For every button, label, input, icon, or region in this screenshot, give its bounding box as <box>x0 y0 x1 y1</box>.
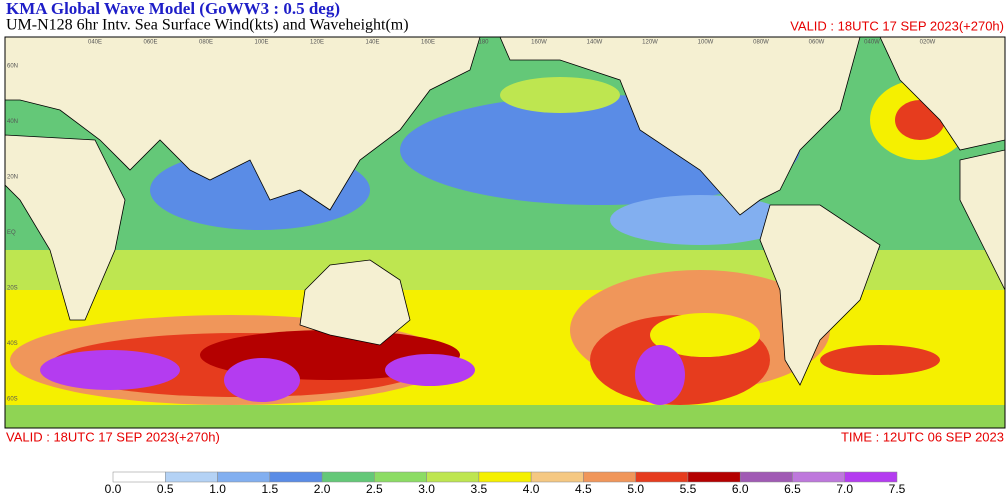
colorbar-label: 6.0 <box>732 482 749 496</box>
color-swatch <box>321 471 375 483</box>
color-swatch <box>478 471 532 483</box>
lon-label: 040E <box>88 40 102 46</box>
lat-label: 20N <box>7 175 18 181</box>
colorbar-label: 6.5 <box>784 482 801 496</box>
color-swatch <box>112 471 166 483</box>
colorbar-label: 0.0 <box>105 482 122 496</box>
lon-label: 060W <box>809 40 825 46</box>
colorbar-label: 1.5 <box>261 482 278 496</box>
lon-label: 180 <box>478 40 489 46</box>
lon-label: 120W <box>642 40 658 46</box>
lon-labels: 040E 060E 080E 100E 120E 140E 160E 180 160W 140W 1… <box>88 40 936 46</box>
lon-label: 100W <box>698 40 714 46</box>
color-swatch <box>687 471 741 483</box>
lat-label: 40N <box>7 119 18 125</box>
color-swatch <box>739 471 793 483</box>
valid-top: VALID : 18UTC 17 SEP 2023(+270h) <box>790 18 1004 33</box>
colorbar: 0.0 0.5 1.0 1.5 2.0 2.5 3.0 3.5 4.0 4.5 5.0 5.5 6.0 6… <box>105 471 906 496</box>
color-swatch <box>530 471 584 483</box>
colorbar-label: 3.5 <box>471 482 488 496</box>
colorbar-label: 4.0 <box>523 482 540 496</box>
lon-label: 160W <box>531 40 547 46</box>
lon-label: 160E <box>421 40 435 46</box>
time: TIME : 12UTC 06 SEP 2023 <box>841 429 1004 444</box>
map: 040E 060E 080E 100E 120E 140E 160E 180 160W 140W 1… <box>4 36 1006 429</box>
color-swatch <box>269 471 323 483</box>
lon-label: 140W <box>587 40 603 46</box>
colorbar-label: 0.5 <box>157 482 174 496</box>
colorbar-label: 5.5 <box>680 482 697 496</box>
colorbar-label: 7.0 <box>836 482 853 496</box>
color-swatch <box>583 471 636 483</box>
subtitle: UM-N128 6hr Intv. Sea Surface Wind(kts) … <box>6 17 409 34</box>
map-frame <box>4 36 1006 429</box>
color-swatch <box>374 471 427 483</box>
colorbar-label: 5.0 <box>627 482 644 496</box>
colorbar-label: 3.0 <box>418 482 435 496</box>
color-swatch <box>792 471 845 483</box>
color-swatch <box>165 471 218 483</box>
lat-label: EQ <box>7 230 16 236</box>
color-swatch <box>217 471 271 483</box>
color-swatch <box>844 471 898 483</box>
lon-label: 140E <box>365 40 379 46</box>
color-swatch <box>426 471 480 483</box>
valid-bottom: VALID : 18UTC 17 SEP 2023(+270h) <box>6 429 220 444</box>
lon-label: 080E <box>199 40 213 46</box>
lat-label: 60S <box>7 397 18 403</box>
lat-label: 20S <box>7 286 18 292</box>
colorbar-label: 1.0 <box>209 482 226 496</box>
lon-label: 120E <box>310 40 324 46</box>
lon-label: 080W <box>753 40 769 46</box>
title: KMA Global Wave Model (GoWW3 : 0.5 deg) <box>6 0 340 18</box>
lat-labels: 60N 40N 20N EQ 20S 40S 60S <box>7 64 18 403</box>
color-swatch <box>635 471 689 483</box>
lat-label: 60N <box>7 64 18 70</box>
colorbar-label: 2.5 <box>366 482 383 496</box>
lat-label: 40S <box>7 341 18 347</box>
lon-label: 060E <box>143 40 157 46</box>
lon-label: 040W <box>864 40 880 46</box>
colorbar-label: 2.0 <box>314 482 331 496</box>
lon-label: 100E <box>254 40 268 46</box>
lon-label: 020W <box>920 40 936 46</box>
colorbar-label: 7.5 <box>889 482 906 496</box>
colorbar-label: 4.5 <box>575 482 592 496</box>
